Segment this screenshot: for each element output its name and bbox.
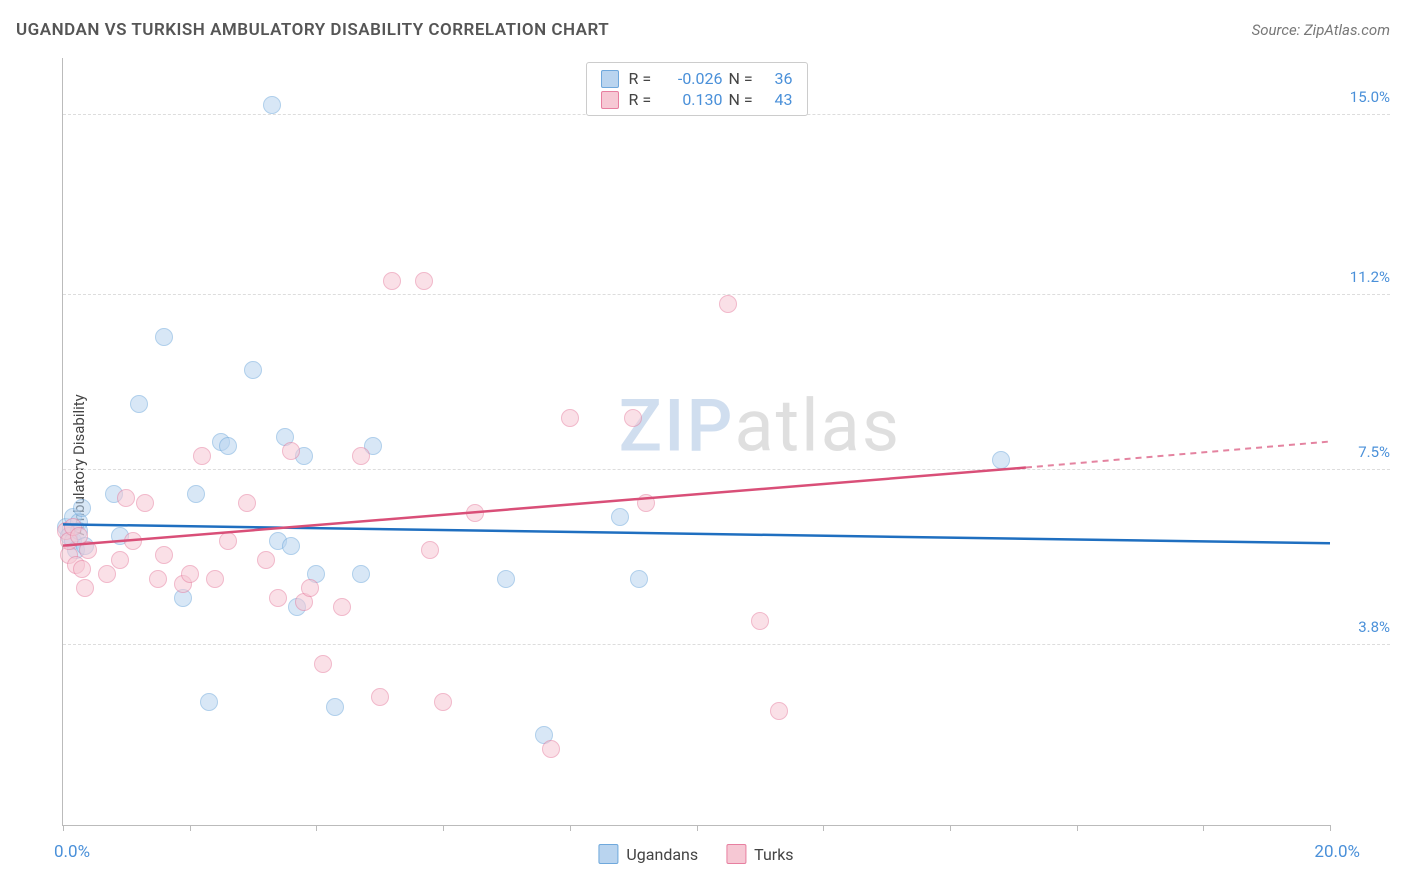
stats-r-label: R = <box>629 90 657 109</box>
x-tick <box>950 825 951 831</box>
regression-line-dashed-turks <box>1026 442 1330 468</box>
regression-line-ugandans <box>63 524 1330 543</box>
plot-area: ZIPatlas R =-0.026N =36R =0.130N =43 3.8… <box>62 58 1330 826</box>
x-tick <box>570 825 571 831</box>
y-tick-label: 15.0% <box>1335 88 1390 106</box>
legend-label-ugandans: Ugandans <box>626 845 698 864</box>
x-tick <box>190 825 191 831</box>
stats-swatch-ugandans <box>601 70 619 88</box>
legend-item-turks: Turks <box>726 844 793 864</box>
x-tick <box>316 825 317 831</box>
y-tick-label: 7.5% <box>1335 443 1390 461</box>
x-axis-max-label: 20.0% <box>1314 842 1360 862</box>
stats-legend-box: R = -0.026 N = 36 R = 0.130 N = 43 <box>586 62 808 116</box>
x-tick <box>443 825 444 831</box>
x-tick <box>1203 825 1204 831</box>
header-row: UGANDAN VS TURKISH AMBULATORY DISABILITY… <box>16 20 1390 40</box>
source-credit: Source: ZipAtlas.com <box>1252 21 1390 39</box>
x-tick <box>1330 825 1331 831</box>
regression-lines <box>63 58 1330 825</box>
legend-swatch-ugandans <box>598 844 618 864</box>
chart-container: Ambulatory Disability ZIPatlas R =-0.026… <box>16 58 1390 872</box>
stats-n-label: N = <box>729 69 757 88</box>
series-legend: Ugandans Turks <box>598 844 793 864</box>
x-tick <box>697 825 698 831</box>
x-tick <box>1077 825 1078 831</box>
legend-item-ugandans: Ugandans <box>598 844 698 864</box>
chart-title: UGANDAN VS TURKISH AMBULATORY DISABILITY… <box>16 20 609 40</box>
stats-n-value-turks: 43 <box>763 90 793 109</box>
y-tick-label: 11.2% <box>1335 268 1390 286</box>
stats-n-value-ugandans: 36 <box>763 69 793 88</box>
y-tick-label: 3.8% <box>1335 618 1390 636</box>
stats-n-label: N = <box>729 90 757 109</box>
x-axis-row: 0.0% UgandansTurks 20.0% <box>62 832 1330 872</box>
stats-r-value-ugandans: -0.026 <box>663 69 723 88</box>
x-tick <box>63 825 64 831</box>
x-tick <box>823 825 824 831</box>
legend-label-turks: Turks <box>754 845 793 864</box>
stats-r-label: R = <box>629 69 657 88</box>
regression-line-turks <box>63 468 1026 546</box>
stats-swatch-turks <box>601 91 619 109</box>
legend-swatch-turks <box>726 844 746 864</box>
x-axis-min-label: 0.0% <box>54 842 90 862</box>
stats-r-value-turks: 0.130 <box>663 90 723 109</box>
